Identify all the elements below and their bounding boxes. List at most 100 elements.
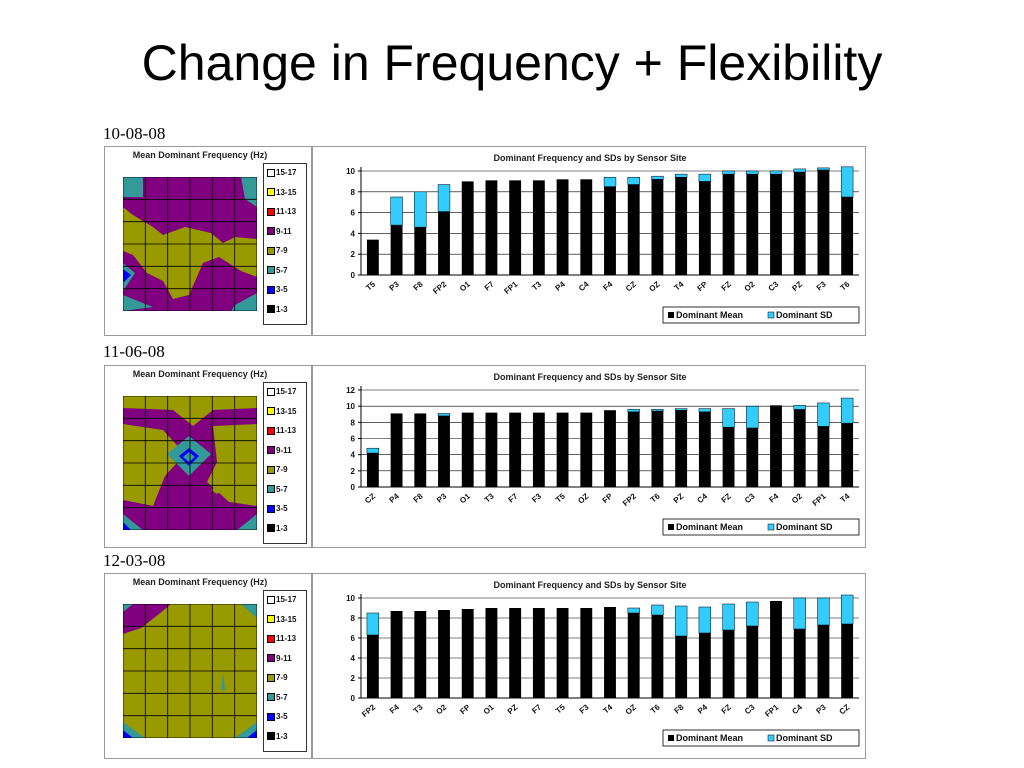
bar-dominant-mean (841, 624, 854, 698)
chart-legend-box (662, 306, 860, 324)
map-region-teal (221, 672, 225, 690)
bar-dominant-mean (485, 608, 498, 698)
x-tick-label: T3 (483, 491, 496, 504)
frequency-map-box: Mean Dominant Frequency (Hz) 15-17 13-15 1… (104, 146, 312, 336)
y-tick-label: 0 (351, 694, 356, 703)
map-region-teal (123, 604, 133, 612)
bar-dominant-sd (746, 170, 759, 175)
x-tick-label: T6 (649, 491, 662, 504)
x-tick-label: CZ (363, 492, 377, 506)
bar-dominant-mean (509, 608, 522, 698)
legend-label: 13-15 (276, 187, 297, 197)
x-tick-label: FP2 (621, 491, 638, 508)
bar-dominant-mean (438, 610, 450, 698)
bar-chart-box: Dominant Frequency and SDs by Sensor Sit… (312, 365, 866, 548)
slide-title: Change in Frequency + Flexibility (141, 35, 883, 91)
bar-dominant-sd (722, 170, 735, 175)
x-tick-label: T6 (838, 279, 851, 292)
y-tick-label: 0 (351, 483, 356, 492)
y-tick-label: 2 (351, 250, 356, 259)
bar-dominant-sd (366, 612, 380, 636)
bar-dominant-mean (627, 184, 640, 275)
bar-dominant-mean (509, 180, 522, 275)
legend-item: 15-17 (267, 168, 296, 177)
bar-dominant-mean (841, 423, 854, 487)
bar-dominant-mean (698, 181, 711, 275)
x-tick-label: O1 (458, 279, 472, 293)
bar-dominant-mean (675, 177, 688, 275)
bar-dominant-sd (674, 173, 688, 178)
bar-dominant-sd (793, 405, 806, 410)
legend-label: 9-11 (276, 653, 292, 663)
legend-swatch (267, 246, 275, 255)
bar-dominant-mean (438, 211, 450, 275)
y-tick-label: 10 (346, 594, 355, 603)
x-tick-label: T5 (554, 491, 567, 504)
legend-swatch (267, 485, 275, 494)
bar-dominant-sd (414, 191, 427, 228)
bar-dominant-mean (770, 601, 782, 698)
legend-label: 11-13 (276, 634, 297, 643)
x-tick-label: FP (601, 491, 615, 505)
y-tick-label: 4 (351, 654, 356, 663)
bar-dominant-mean (556, 179, 569, 275)
bar-dominant-sd (698, 408, 712, 413)
map-title: Mean Dominant Frequency (Hz) (132, 150, 268, 160)
map-region-teal (123, 514, 143, 530)
date-label-1: 10-08-08 (103, 124, 166, 143)
legend-swatch (267, 693, 275, 702)
legend-label: 7-9 (276, 673, 288, 682)
legend-label: 15-17 (276, 168, 297, 177)
chart-title: Dominant Frequency and SDs by Sensor Sit… (493, 580, 686, 590)
x-tick-label: F4 (601, 279, 614, 292)
bar-dominant-mean (414, 227, 427, 275)
x-tick-label: C3 (767, 279, 781, 293)
bar-dominant-mean (604, 607, 616, 698)
x-tick-label: FZ (720, 492, 733, 505)
legend-item: 11-13 (267, 634, 296, 643)
legend-swatch-sd (767, 311, 775, 319)
legend-label: 1-3 (276, 304, 288, 314)
legend-label: 3-5 (276, 504, 288, 513)
bar-dominant-mean (461, 181, 474, 275)
x-tick-label: C4 (696, 491, 710, 505)
legend-item: 9-11 (267, 227, 292, 236)
legend-item: 15-17 (267, 595, 296, 604)
legend-swatch (267, 387, 275, 396)
bar-dominant-mean (366, 453, 379, 487)
legend-item: 11-13 (267, 426, 296, 435)
x-tick-label: O1 (482, 702, 496, 716)
map-grid (123, 604, 257, 738)
x-tick-label: P4 (696, 702, 710, 716)
legend-item: 11-13 (267, 207, 296, 216)
bar-dominant-mean (817, 625, 830, 698)
legend-swatch (267, 227, 275, 236)
legend-label: 11-13 (276, 207, 297, 216)
chart-legend-box (662, 729, 860, 747)
x-tick-label: F8 (412, 279, 425, 292)
bar-dominant-mean (817, 426, 830, 487)
chart-title: Dominant Frequency and SDs by Sensor Sit… (493, 153, 686, 163)
map-region-blue (247, 730, 257, 738)
panel-11-06-08: Mean Dominant Frequency (Hz) 15-17 13-15 1… (104, 365, 866, 548)
x-tick-label: T4 (672, 279, 685, 292)
map-grid (123, 177, 257, 311)
x-tick-label: FP (458, 702, 472, 716)
bar-dominant-sd (437, 184, 451, 212)
bar-dominant-sd (840, 397, 854, 424)
legend-label: 7-9 (276, 465, 288, 474)
bar-dominant-mean (366, 239, 379, 275)
x-tick-label: P3 (814, 702, 828, 716)
bar-dominant-mean (770, 405, 782, 487)
bar-dominant-sd (651, 175, 664, 180)
bar-dominant-sd (746, 405, 759, 429)
x-tick-label: T4 (601, 702, 614, 715)
bar-dominant-mean (651, 615, 664, 698)
legend-item: 3-5 (267, 285, 288, 294)
y-tick-label: 2 (351, 467, 356, 476)
legend-label-sd: Dominant SD (776, 310, 833, 320)
x-tick-label: F3 (530, 491, 543, 504)
x-tick-label: F3 (578, 702, 591, 715)
map-region-olive (211, 486, 223, 494)
bar-dominant-sd (817, 167, 830, 171)
